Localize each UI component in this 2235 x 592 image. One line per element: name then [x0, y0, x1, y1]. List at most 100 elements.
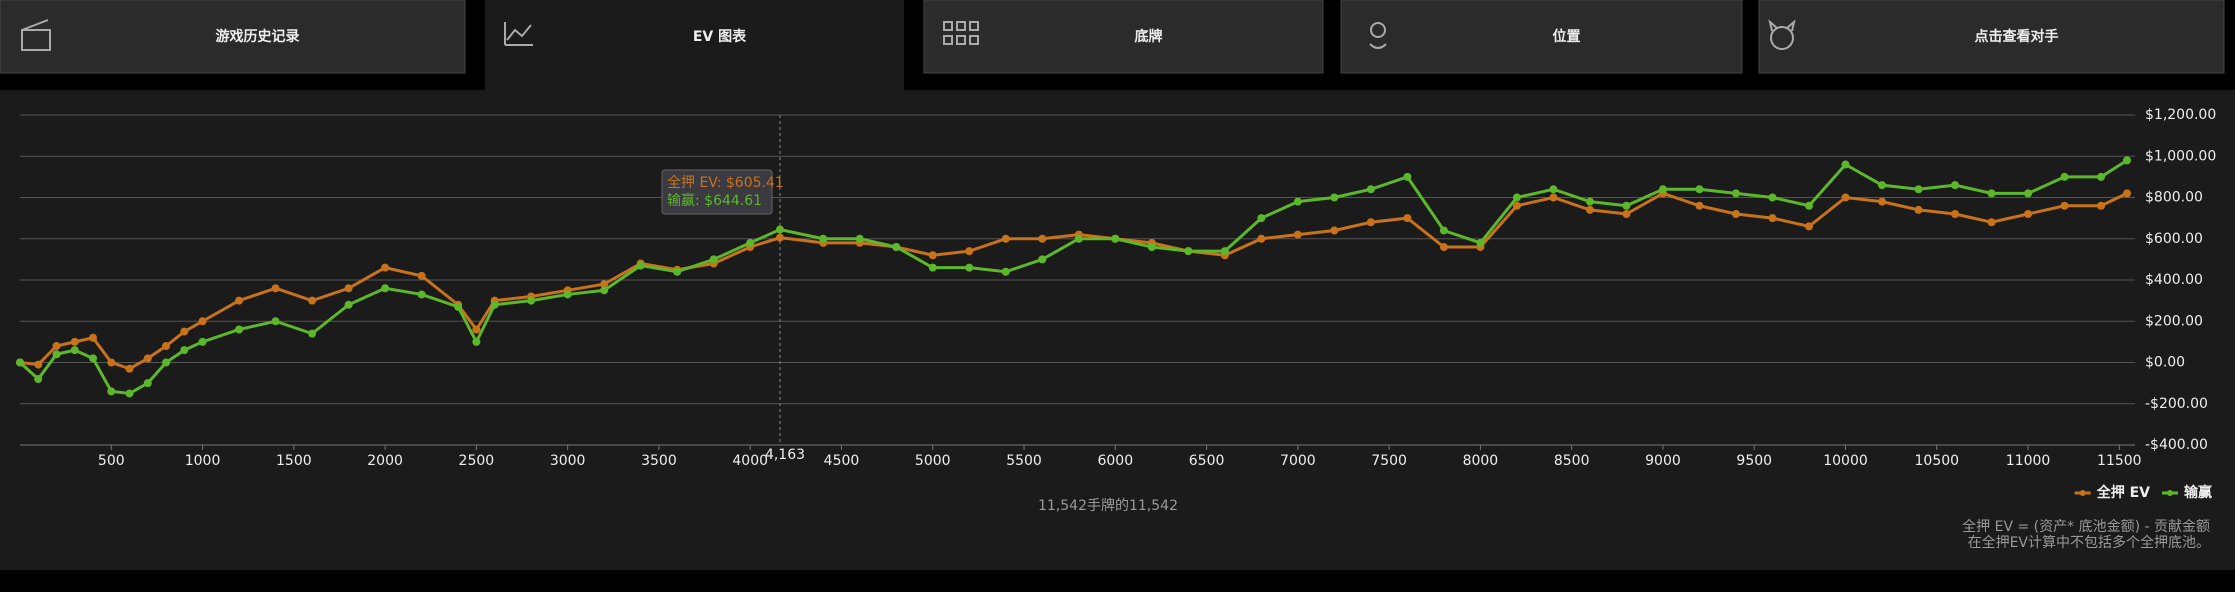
series-point	[180, 327, 189, 336]
series-point	[490, 300, 499, 309]
crosshair-label: 4,163	[765, 447, 805, 463]
series-point	[636, 261, 645, 270]
x-tick-label: 4000	[732, 453, 768, 469]
series-point	[965, 247, 974, 256]
series-point	[70, 337, 79, 346]
tab-label: 点击查看对手	[1975, 28, 2059, 45]
tab[interactable]: EV 图表	[485, 0, 904, 90]
series-point	[1549, 193, 1558, 202]
series-point	[928, 251, 937, 260]
series-point	[70, 346, 79, 355]
x-tick-label: 7500	[1371, 453, 1407, 469]
tab-bg	[1340, 0, 1743, 74]
series-point	[107, 358, 116, 367]
y-tick-label: -$200.00	[2145, 396, 2208, 412]
series-point	[2024, 189, 2033, 198]
x-tick-label: 5000	[915, 453, 951, 469]
series-point	[1951, 210, 1960, 218]
footnote: 在全押EV计算中不包括多个全押底池。	[1968, 534, 2210, 551]
series-point	[344, 284, 353, 293]
y-tick-label: $400.00	[2145, 272, 2203, 288]
series-point	[1585, 205, 1594, 214]
series-point	[1512, 193, 1521, 202]
tab-label: EV 图表	[693, 28, 747, 45]
tab-icons	[21, 19, 1796, 51]
x-tick-label: 4500	[824, 453, 860, 469]
icon-clapper-top	[21, 19, 49, 31]
series-point	[1549, 185, 1558, 194]
series-point	[2060, 201, 2069, 210]
series-point	[1987, 189, 1996, 198]
series-point	[344, 300, 353, 309]
series-point	[1804, 222, 1813, 231]
series-point	[1257, 234, 1266, 243]
x-tick-label: 9000	[1645, 453, 1681, 469]
y-tick-label: -$400.00	[2145, 437, 2208, 453]
series-point	[1330, 226, 1339, 235]
x-tick-label: 7000	[1280, 453, 1316, 469]
tab[interactable]: 底牌	[923, 0, 1324, 74]
series-point	[1585, 197, 1594, 206]
icon-chart	[504, 22, 533, 46]
tab[interactable]: 点击查看对手	[1758, 0, 2225, 74]
x-tick-label: 10500	[1915, 453, 1960, 469]
series-point	[1914, 185, 1923, 194]
series-point	[1695, 185, 1704, 194]
series-point	[1622, 201, 1631, 210]
series-point	[1220, 247, 1229, 256]
y-tick-label: $1,200.00	[2145, 107, 2216, 123]
series-point	[52, 342, 61, 350]
series-point	[89, 354, 98, 363]
series-point	[454, 302, 463, 311]
series-point	[1951, 181, 1960, 190]
series-point	[1147, 243, 1156, 251]
x-tick-label: 6500	[1189, 453, 1225, 469]
x-tick-label: 3000	[550, 453, 586, 469]
series-point	[89, 333, 98, 342]
tab[interactable]: 游戏历史记录	[0, 0, 466, 74]
tab-label: 底牌	[1135, 28, 1163, 45]
tab[interactable]: 位置	[1340, 0, 1743, 74]
tooltip-line: 输赢: $644.61	[667, 192, 762, 209]
x-tick-label: 11000	[2006, 453, 2051, 469]
series-point	[2060, 172, 2069, 181]
series-point	[1768, 214, 1777, 223]
series-point	[1001, 234, 1010, 243]
x-tick-label: 11500	[2097, 453, 2142, 469]
series-point	[1330, 193, 1339, 202]
series-point	[600, 280, 609, 289]
x-tick-label: 2000	[367, 453, 403, 469]
series-point	[52, 350, 61, 359]
series-point	[417, 290, 426, 299]
icon-face	[1770, 26, 1794, 50]
series-point	[2097, 201, 2106, 210]
series-point	[1695, 201, 1704, 210]
legend-marker	[2167, 490, 2173, 496]
series-point	[417, 271, 426, 280]
tooltip-box	[661, 169, 773, 215]
series-point	[472, 325, 481, 334]
series-point	[1038, 255, 1047, 264]
tab-label: 位置	[1553, 28, 1581, 45]
series-point	[1841, 193, 1850, 202]
series-point	[1184, 247, 1193, 256]
tab-bg	[485, 0, 904, 90]
series-point	[1658, 185, 1667, 194]
icon-grid	[956, 35, 966, 45]
series-point	[1622, 210, 1631, 218]
icon-grid	[969, 35, 979, 45]
series-point	[162, 358, 171, 367]
y-tick-label: $200.00	[2145, 313, 2203, 329]
series-point	[235, 325, 244, 334]
x-tick-label: 3500	[641, 453, 677, 469]
icon-clapper	[21, 29, 51, 51]
series-point	[819, 234, 828, 243]
series-point	[709, 255, 718, 264]
series-point	[527, 296, 536, 305]
y-tick-label: $1,000.00	[2145, 148, 2216, 164]
series-point	[1403, 214, 1412, 223]
series-point	[1841, 160, 1850, 169]
icon-horns	[1768, 19, 1796, 32]
y-tick-label: $800.00	[2145, 190, 2203, 206]
